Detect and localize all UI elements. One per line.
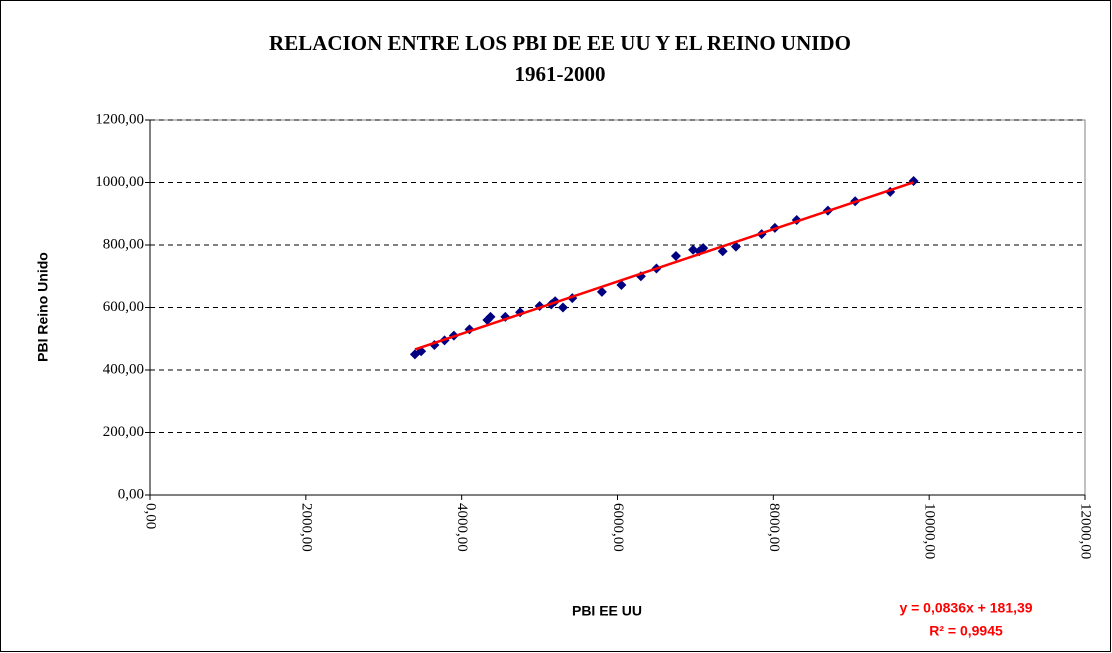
chart-title: RELACION ENTRE LOS PBI DE EE UU Y EL REI… <box>269 31 851 55</box>
y-tick-label: 800,00 <box>103 236 144 252</box>
y-tick-label: 400,00 <box>103 361 144 377</box>
point <box>698 243 709 254</box>
x-tick-label: 12000,00 <box>1078 503 1094 559</box>
point <box>730 241 741 252</box>
y-tick-label: 600,00 <box>103 299 144 315</box>
point <box>670 250 681 261</box>
x-tick-label: 6000,00 <box>610 503 626 552</box>
point <box>557 302 568 313</box>
x-axis-label: PBI EE UU <box>572 603 642 619</box>
trendline-equation: y = 0,0836x + 181,39 <box>899 600 1032 616</box>
x-tick-label: 0,00 <box>143 503 159 529</box>
x-tick-label: 8000,00 <box>766 503 782 552</box>
y-tick-label: 1200,00 <box>95 111 144 127</box>
point <box>596 286 607 297</box>
y-axis-label: PBI Reino Unido <box>35 252 51 362</box>
trendline <box>414 181 914 351</box>
x-tick-label: 10000,00 <box>922 503 938 559</box>
trendline-r-squared: R² = 0,9945 <box>929 623 1003 639</box>
y-tick-label: 1000,00 <box>95 174 144 190</box>
chart-subtitle: 1961-2000 <box>515 62 606 86</box>
x-tick-label: 2000,00 <box>298 503 314 552</box>
y-tick-label: 0,00 <box>118 486 144 502</box>
x-tick-label: 4000,00 <box>454 503 470 552</box>
point <box>717 246 728 257</box>
point <box>485 311 496 322</box>
y-tick-label: 200,00 <box>103 424 144 440</box>
point <box>616 280 627 290</box>
